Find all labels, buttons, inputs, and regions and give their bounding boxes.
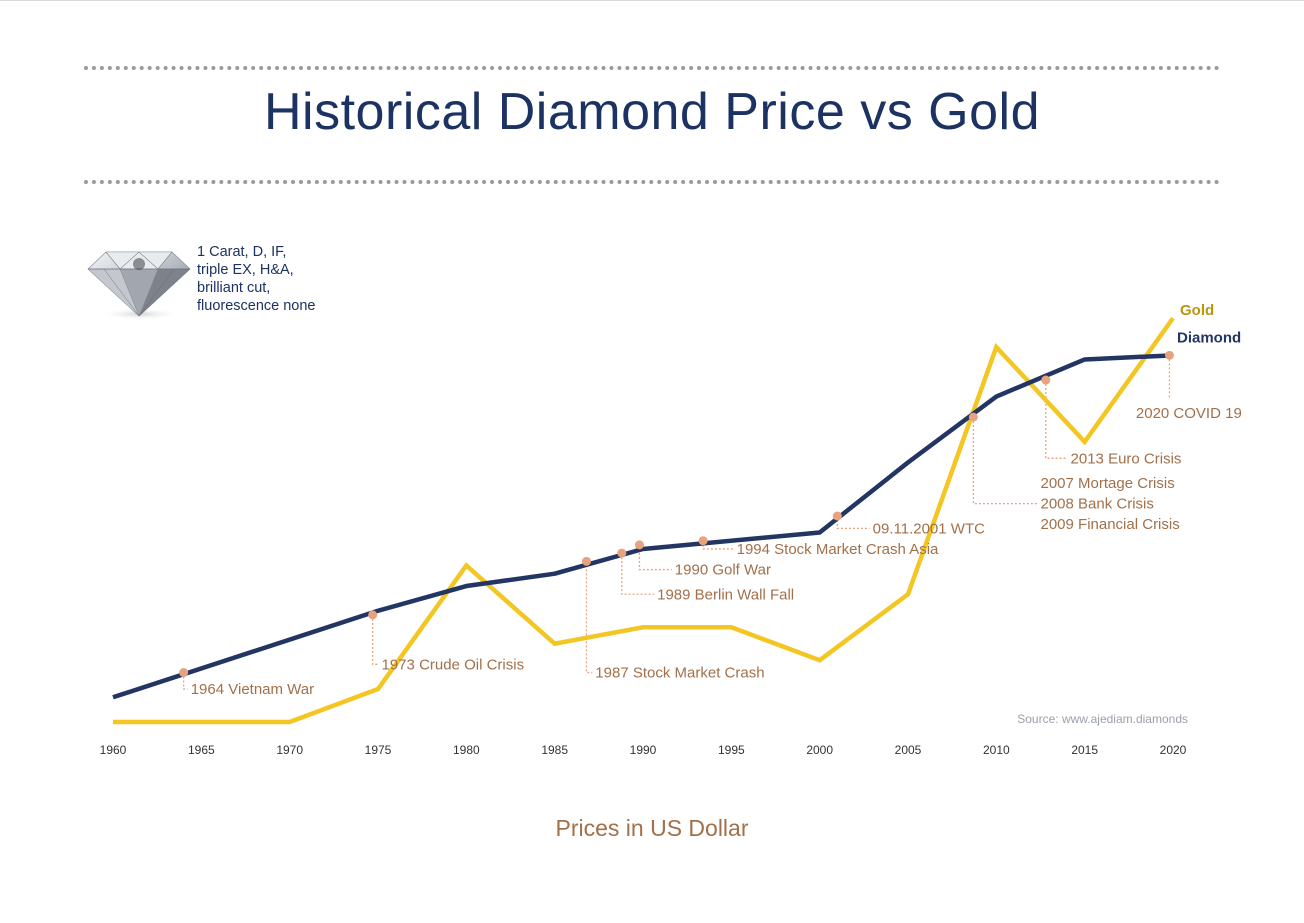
event-connector (372, 614, 379, 665)
x-tick-label: 1975 (365, 743, 392, 757)
event-label: 2008 Bank Crisis (1041, 496, 1154, 513)
gold-price-line (113, 316, 1175, 725)
event-marker (698, 536, 708, 546)
x-tick-label: 1960 (100, 743, 127, 757)
event-label: 2007 Mortage Crisis (1041, 475, 1175, 492)
event-connector (621, 553, 655, 595)
diamond-image (84, 242, 194, 326)
event-label: 2009 Financial Crisis (1041, 516, 1180, 533)
event-marker (1164, 350, 1174, 360)
event-label: 1964 Vietnam War (191, 681, 314, 698)
event-label: 1987 Stock Market Crash (595, 665, 764, 682)
event-connector (702, 540, 734, 550)
event-marker (1041, 375, 1051, 385)
title-divider-top (84, 66, 1220, 70)
event-marker (968, 412, 978, 422)
caption-line: 1 Carat, D, IF, (197, 244, 287, 260)
event-marker (581, 556, 591, 566)
event-marker (832, 511, 842, 521)
event-marker (617, 548, 627, 558)
event-marker (634, 540, 644, 550)
x-tick-label: 1990 (630, 743, 657, 757)
x-tick-label: 1995 (718, 743, 745, 757)
event-label: 1990 Golf War (675, 562, 771, 579)
event-connector (836, 516, 870, 530)
x-tick-label: 2005 (895, 743, 922, 757)
chart-subtitle: Prices in US Dollar (555, 815, 749, 841)
diamond-price-line (112, 353, 1174, 700)
title-divider-bottom (84, 180, 1220, 184)
event-connector (183, 672, 188, 690)
x-tick-label: 2015 (1071, 743, 1098, 757)
event-label: 2020 COVID 19 (1136, 405, 1242, 422)
event-connector (972, 417, 1038, 505)
legend-gold-label: Gold (1180, 302, 1214, 319)
event-label: 1994 Stock Market Crash Asia (737, 541, 939, 558)
event-marker (368, 610, 378, 620)
x-tick-label: 2000 (806, 743, 833, 757)
event-label: 09.11.2001 WTC (873, 520, 985, 537)
event-label: 2013 Euro Crisis (1071, 450, 1182, 467)
event-label: 1989 Berlin Wall Fall (657, 586, 794, 603)
x-tick-label: 1985 (541, 743, 568, 757)
diamond-icon (87, 251, 191, 320)
event-connector (585, 561, 593, 674)
event-label: 1973 Crude Oil Crisis (382, 656, 525, 673)
event-connector (1045, 380, 1068, 459)
x-tick-label: 1980 (453, 743, 480, 757)
x-tick-label: 1970 (276, 743, 303, 757)
caption-line: triple EX, H&A, (197, 262, 294, 278)
x-tick-label: 2020 (1160, 743, 1187, 757)
source-note: Source: www.ajediam.diamonds (1017, 712, 1188, 726)
event-marker (179, 668, 189, 678)
x-tick-label: 1965 (188, 743, 215, 757)
x-tick-label: 2010 (983, 743, 1010, 757)
caption-line: brilliant cut, (197, 280, 271, 296)
top-border (0, 0, 1304, 1)
event-connector (638, 544, 672, 571)
caption-line: fluorescence none (197, 298, 316, 314)
diamond-spec-caption: 1 Carat, D, IF, triple EX, H&A, brillian… (197, 243, 316, 315)
legend-diamond-label: Diamond (1177, 329, 1241, 346)
page-title: Historical Diamond Price vs Gold (263, 83, 1041, 141)
